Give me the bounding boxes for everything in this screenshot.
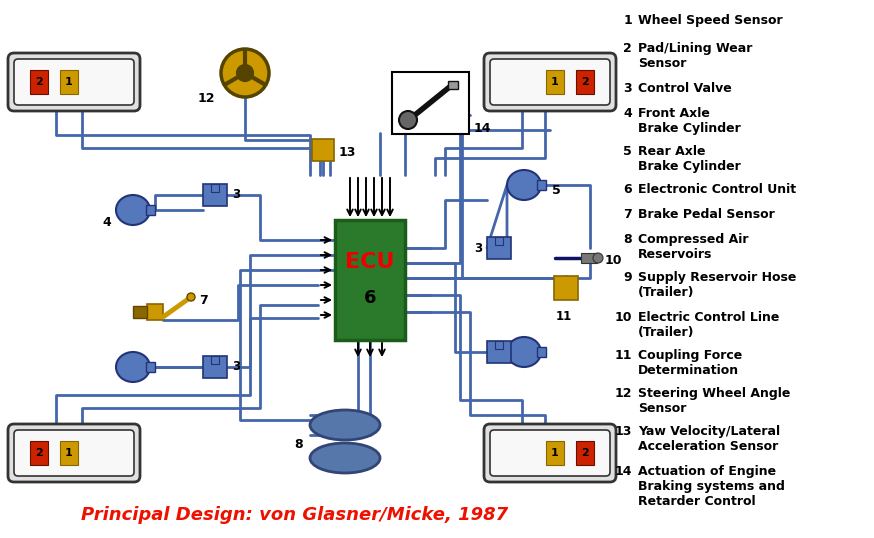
Text: 10: 10 <box>614 311 632 324</box>
Bar <box>576 441 594 465</box>
Bar <box>60 70 78 94</box>
Bar <box>30 441 48 465</box>
Text: Principal Design: von Glasner/Micke, 1987: Principal Design: von Glasner/Micke, 198… <box>81 506 509 524</box>
Text: 11: 11 <box>614 349 632 362</box>
Text: Electronic Control Unit: Electronic Control Unit <box>638 183 796 196</box>
FancyBboxPatch shape <box>8 53 140 111</box>
Text: Coupling Force
Determination: Coupling Force Determination <box>638 349 742 377</box>
Text: 6: 6 <box>364 289 376 307</box>
Text: Supply Reservoir Hose
(Trailer): Supply Reservoir Hose (Trailer) <box>638 271 796 299</box>
Bar <box>60 441 78 465</box>
Text: 2: 2 <box>581 77 589 87</box>
Text: 3: 3 <box>232 360 240 373</box>
Bar <box>312 139 334 161</box>
Bar <box>448 81 458 89</box>
Circle shape <box>221 49 269 97</box>
Bar <box>211 184 219 192</box>
Text: 2: 2 <box>35 77 43 87</box>
Text: 7: 7 <box>199 294 208 307</box>
Bar <box>487 237 511 259</box>
Text: 12: 12 <box>198 93 215 105</box>
Text: Actuation of Engine
Braking systems and
Retarder Control: Actuation of Engine Braking systems and … <box>638 465 785 508</box>
Bar <box>537 347 546 357</box>
Text: Control Valve: Control Valve <box>638 82 732 95</box>
Text: 14: 14 <box>614 465 632 478</box>
FancyBboxPatch shape <box>484 424 616 482</box>
Bar <box>211 356 219 364</box>
Text: 7: 7 <box>623 208 632 221</box>
Bar <box>335 220 405 340</box>
FancyBboxPatch shape <box>14 59 134 105</box>
Bar <box>133 306 147 318</box>
FancyBboxPatch shape <box>490 59 610 105</box>
Text: 10: 10 <box>605 254 622 267</box>
Text: 6: 6 <box>623 183 632 196</box>
Text: Brake Pedal Sensor: Brake Pedal Sensor <box>638 208 774 221</box>
Bar <box>203 356 227 378</box>
Ellipse shape <box>116 195 150 225</box>
Text: Yaw Velocity/Lateral
Acceleration Sensor: Yaw Velocity/Lateral Acceleration Sensor <box>638 425 780 453</box>
Bar <box>554 276 578 300</box>
Text: 5: 5 <box>552 183 561 196</box>
Ellipse shape <box>507 170 541 200</box>
Text: 8: 8 <box>295 438 303 451</box>
Bar <box>546 441 564 465</box>
FancyBboxPatch shape <box>8 424 140 482</box>
Ellipse shape <box>310 410 380 440</box>
Text: 8: 8 <box>623 233 632 246</box>
Text: 9: 9 <box>623 271 632 284</box>
Text: 13: 13 <box>339 146 357 159</box>
Text: 1: 1 <box>66 448 73 458</box>
Text: 1: 1 <box>623 14 632 27</box>
Bar <box>495 341 503 349</box>
Bar <box>487 341 511 363</box>
Text: 11: 11 <box>556 310 572 323</box>
Text: Electric Control Line
(Trailer): Electric Control Line (Trailer) <box>638 311 780 339</box>
Text: 12: 12 <box>614 387 632 400</box>
Circle shape <box>399 111 417 129</box>
Text: 2: 2 <box>623 42 632 55</box>
Bar <box>146 362 155 372</box>
Bar <box>537 180 546 190</box>
Bar <box>495 237 503 245</box>
Text: 3: 3 <box>474 242 482 254</box>
Text: 3: 3 <box>232 188 240 202</box>
Text: 1: 1 <box>551 77 558 87</box>
Text: Pad/Lining Wear
Sensor: Pad/Lining Wear Sensor <box>638 42 753 70</box>
Bar <box>203 184 227 206</box>
Text: 9: 9 <box>565 278 573 291</box>
Text: 2: 2 <box>35 448 43 458</box>
Text: Steering Wheel Angle
Sensor: Steering Wheel Angle Sensor <box>638 387 790 415</box>
Text: ECU: ECU <box>345 252 395 272</box>
Text: 13: 13 <box>614 425 632 438</box>
Ellipse shape <box>116 352 150 382</box>
Bar <box>146 205 155 215</box>
FancyBboxPatch shape <box>392 72 468 134</box>
Ellipse shape <box>310 443 380 473</box>
FancyBboxPatch shape <box>14 430 134 476</box>
Bar <box>576 70 594 94</box>
Text: Wheel Speed Sensor: Wheel Speed Sensor <box>638 14 782 27</box>
Bar <box>546 70 564 94</box>
Text: 5: 5 <box>623 145 632 158</box>
Ellipse shape <box>507 337 541 367</box>
Text: 4: 4 <box>623 107 632 120</box>
Text: 1: 1 <box>551 448 558 458</box>
Bar <box>581 253 597 263</box>
Text: 14: 14 <box>474 123 491 136</box>
Text: Rear Axle
Brake Cylinder: Rear Axle Brake Cylinder <box>638 145 741 173</box>
Bar <box>30 70 48 94</box>
Text: 3: 3 <box>623 82 632 95</box>
Text: 1: 1 <box>66 77 73 87</box>
Text: Compressed Air
Reservoirs: Compressed Air Reservoirs <box>638 233 748 261</box>
Text: 2: 2 <box>581 448 589 458</box>
Bar <box>147 304 163 320</box>
Text: Front Axle
Brake Cylinder: Front Axle Brake Cylinder <box>638 107 741 135</box>
Text: 4: 4 <box>102 216 111 229</box>
Circle shape <box>187 293 195 301</box>
FancyBboxPatch shape <box>490 430 610 476</box>
FancyBboxPatch shape <box>484 53 616 111</box>
Circle shape <box>593 253 603 263</box>
Circle shape <box>237 65 253 81</box>
